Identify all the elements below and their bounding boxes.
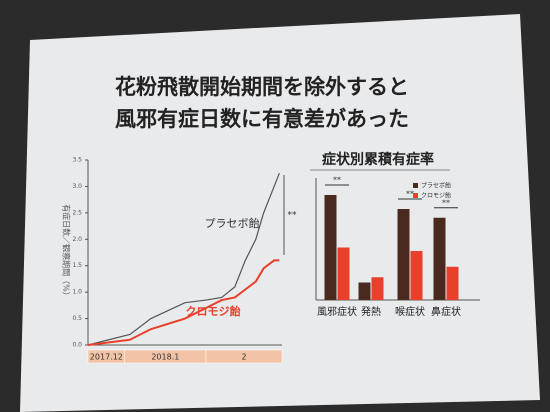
period-label: 2017.12 xyxy=(90,353,123,362)
x-tick-label: 風邪症状 xyxy=(317,305,357,318)
y-tick-label: 2.5 xyxy=(72,209,82,216)
y-tick-label: 2.0 xyxy=(72,236,82,243)
series-label: プラセボ飴 xyxy=(205,216,260,230)
significance-label: ** xyxy=(406,190,414,199)
significance-label: ** xyxy=(442,198,450,207)
y-tick-label: 0.5 xyxy=(72,315,82,322)
bar xyxy=(433,217,446,300)
period-band xyxy=(205,349,283,364)
series-line xyxy=(87,172,280,346)
legend-label: クロモジ飴 xyxy=(421,192,451,200)
legend-swatch xyxy=(413,183,418,188)
significance-label: ** xyxy=(333,176,341,185)
legend-label: プラセボ飴 xyxy=(421,182,451,190)
slide-title-line: 花粉飛散開始期間を除外すると xyxy=(115,75,409,99)
bar xyxy=(324,195,337,300)
y-tick-label: 1.0 xyxy=(72,289,82,296)
y-axis-label: 有症日数／観察期間（%） xyxy=(62,204,72,300)
legend-swatch xyxy=(413,193,418,198)
x-tick-label: 発熱 xyxy=(361,305,381,318)
period-label: 2 xyxy=(241,353,246,362)
x-tick-label: 喉症状 xyxy=(395,305,425,318)
slide-title-line: 風邪有症日数に有意差があった xyxy=(115,107,409,131)
bar xyxy=(337,247,350,300)
series-line xyxy=(87,259,280,346)
bar xyxy=(397,209,410,300)
period-label: 2018.1 xyxy=(151,353,179,362)
y-tick-label: 3.5 xyxy=(72,157,82,164)
annotation: ** xyxy=(288,211,298,221)
x-tick-label: 鼻症状 xyxy=(431,305,461,318)
y-tick-label: 3.0 xyxy=(72,183,82,190)
series-label: クロモジ飴 xyxy=(186,304,241,318)
bar xyxy=(446,266,459,300)
bar xyxy=(358,282,371,300)
slide xyxy=(20,14,540,412)
y-tick-label: 0.0 xyxy=(72,342,82,349)
bar xyxy=(410,251,423,300)
bar xyxy=(371,277,384,300)
chart-title: 症状別累積有症率 xyxy=(322,151,434,168)
y-tick-label: 1.5 xyxy=(72,262,82,269)
